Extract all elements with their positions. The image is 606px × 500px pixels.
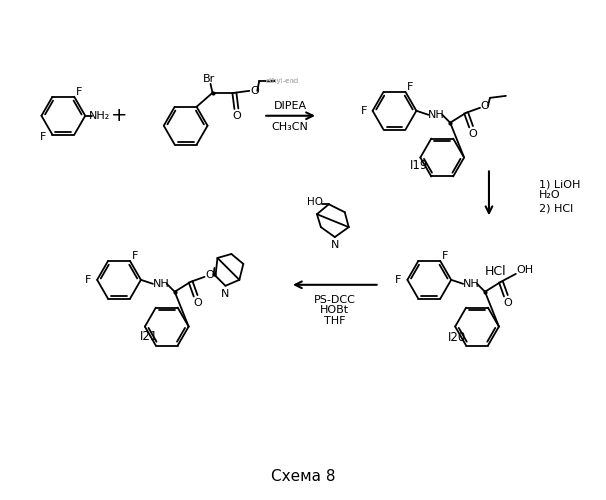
Text: NH₂: NH₂ [88, 111, 110, 120]
Text: O: O [205, 270, 214, 280]
Text: Схема 8: Схема 8 [271, 469, 335, 484]
Text: NH: NH [428, 110, 445, 120]
Text: F: F [132, 251, 138, 261]
Text: HO: HO [307, 198, 323, 207]
Text: O: O [468, 128, 478, 138]
Text: F: F [76, 87, 82, 97]
Text: HOBt: HOBt [320, 304, 350, 314]
Text: DIPEA: DIPEA [273, 101, 307, 111]
Text: O: O [250, 86, 259, 96]
Text: F: F [407, 82, 413, 92]
Text: F: F [40, 132, 47, 141]
Text: NH: NH [463, 279, 479, 289]
Text: I21: I21 [139, 330, 158, 343]
Text: F: F [361, 106, 367, 116]
Text: 2) HCl: 2) HCl [539, 203, 573, 213]
Text: 1) LiOH: 1) LiOH [539, 180, 580, 190]
Text: O: O [504, 298, 512, 308]
Text: CH₃CN: CH₃CN [271, 122, 308, 132]
Text: HCl: HCl [485, 266, 507, 278]
Text: OH: OH [516, 265, 533, 275]
Text: ethyl-end: ethyl-end [265, 78, 299, 84]
Text: F: F [395, 275, 402, 285]
Text: F: F [442, 251, 448, 261]
Text: +: + [111, 106, 127, 125]
Text: N: N [221, 289, 230, 299]
Text: ethyl-end: ethyl-end [265, 78, 299, 84]
Text: O: O [481, 101, 490, 111]
Text: O: O [193, 298, 202, 308]
Text: PS-DCC: PS-DCC [314, 294, 356, 304]
Text: I20: I20 [448, 331, 466, 344]
Text: O: O [232, 110, 241, 120]
Text: Br: Br [202, 74, 215, 84]
Text: THF: THF [324, 316, 345, 326]
Text: H₂O: H₂O [539, 190, 561, 200]
Text: NH: NH [153, 279, 169, 289]
Text: I19: I19 [410, 159, 428, 172]
Text: N: N [331, 240, 339, 250]
Text: F: F [85, 275, 92, 285]
